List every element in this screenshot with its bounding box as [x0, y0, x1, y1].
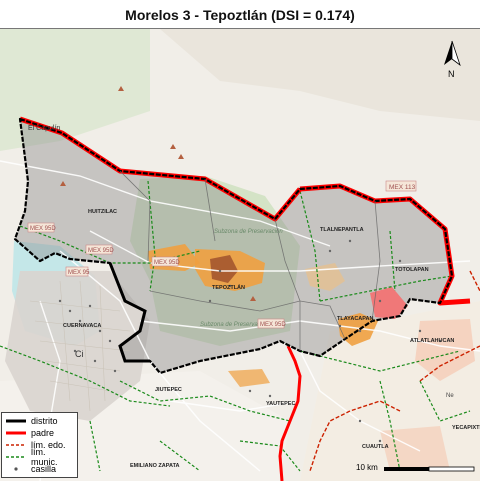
legend-item-distrito: distrito: [5, 415, 74, 427]
district-fill: [15, 119, 452, 373]
legend-symbol-lim-munic: [6, 456, 26, 458]
label-jiutepec: JIUTEPEC: [155, 387, 182, 393]
map-labels: El Capulín HUITZILAC TLALNEPANTLA TOTOLA…: [28, 125, 480, 469]
district-boundary-west-solid: [108, 262, 150, 363]
map-title: Morelos 3 - Tepoztlán (DSI = 0.174): [125, 7, 355, 23]
casilla-points: [58, 239, 442, 443]
legend-item-lim-munic: lím. munic.: [5, 447, 74, 467]
label-mex95d-1: MEX 95D: [30, 226, 56, 232]
scale-label: 10 km: [356, 463, 378, 472]
scale-bar: 10 km: [356, 463, 475, 472]
urban-patch-totolapan: [370, 287, 408, 319]
north-label: N: [448, 69, 455, 79]
legend-label-distrito: distrito: [31, 416, 58, 426]
legend-symbol-lim-edo: [6, 444, 26, 446]
state-limits: [309, 270, 480, 472]
legend-symbol-distrito: [6, 419, 26, 423]
legend-symbol-padre: [6, 431, 26, 435]
legend-item-padre: padre: [5, 427, 74, 439]
minor-streets: [29, 280, 131, 412]
label-tlalnepantla: TLALNEPANTLA: [320, 227, 364, 233]
label-yautepec: YAUTEPEC: [266, 401, 295, 407]
label-ci: Ci: [75, 349, 84, 359]
legend-label-casilla: casilla: [31, 464, 57, 474]
district-boundary: [13, 117, 454, 375]
label-subzona-2: Subzona de Preservación: [200, 322, 269, 328]
label-mex95d-2: MEX 95D: [88, 248, 114, 254]
map-canvas: El Capulín HUITZILAC TLALNEPANTLA TOTOLA…: [0, 29, 480, 481]
legend-label-lim-munic: lím. munic.: [31, 447, 58, 467]
label-subzona-1: Subzona de Preservación: [214, 229, 283, 235]
label-atlatlahucan: ATLATLAHUCAN: [410, 338, 454, 344]
north-arrow-icon: N: [444, 40, 461, 79]
label-totolapan: TOTOLAPAN: [395, 267, 429, 273]
label-el-capulin: El Capulín: [28, 125, 60, 132]
legend-label-lim-edo: lím. edo.: [31, 440, 66, 450]
legend: distrito padre lím. edo. lím. munic. cas…: [1, 412, 78, 478]
urban-patch-tlayacapan: [338, 313, 378, 346]
hills-north: [160, 29, 480, 121]
label-cuautla: CUAUTLA: [362, 444, 389, 450]
urban-core-tepoztlan: [210, 255, 238, 283]
label-huitzilac: HUITZILAC: [88, 209, 117, 215]
label-tlayacapan: TLAYACAPAN: [337, 316, 373, 322]
label-mex113: MEX 113: [389, 184, 416, 191]
label-cuernavaca: CUERNAVACA: [63, 323, 101, 329]
label-tepoztlan: TEPOZTLÁN: [212, 284, 245, 291]
cuernavaca-urban: [5, 271, 150, 421]
map-panel: El Capulín HUITZILAC TLALNEPANTLA TOTOLA…: [0, 28, 480, 481]
legend-label-padre: padre: [31, 428, 55, 438]
label-mex95d-4: MEX 95D: [260, 322, 286, 328]
urban-patch-cuautla-north: [415, 319, 475, 381]
legend-symbol-casilla: [14, 467, 18, 471]
forest-area-northwest: [0, 29, 150, 151]
highway-shields: MEX 113 MEX 95D MEX 95D MEX 95D MEX 95D …: [27, 180, 417, 329]
label-emiliano-zapata: EMILIANO ZAPATA: [130, 463, 180, 469]
peak-markers: [60, 86, 256, 301]
urban-patch-yautepec: [228, 369, 270, 387]
label-yecapixtla: YECAPIXTLA: [452, 425, 480, 431]
legend-item-lim-edo: lím. edo.: [5, 439, 74, 451]
label-ne: Ne: [446, 393, 454, 399]
legend-item-casilla: casilla: [5, 463, 74, 475]
parent-boundary-south: [278, 345, 302, 481]
inner-divisions: [119, 170, 381, 351]
label-mex95: MEX 95: [68, 270, 90, 276]
label-mex95d-3: MEX 95D: [154, 260, 180, 266]
